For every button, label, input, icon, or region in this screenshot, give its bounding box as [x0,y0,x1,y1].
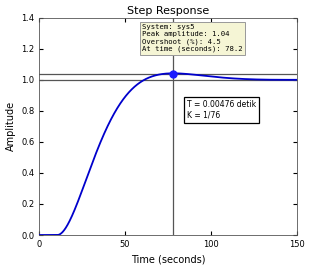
Text: System: sys5
Peak amplitude: 1.04
Overshoot (%): 4.5
At time (seconds): 78.2: System: sys5 Peak amplitude: 1.04 Oversh… [142,24,243,52]
X-axis label: Time (seconds): Time (seconds) [131,254,205,264]
Text: T = 0.00476 detik
K = 1/76: T = 0.00476 detik K = 1/76 [187,100,256,120]
Y-axis label: Amplitude: Amplitude [6,101,16,151]
Title: Step Response: Step Response [127,6,209,16]
